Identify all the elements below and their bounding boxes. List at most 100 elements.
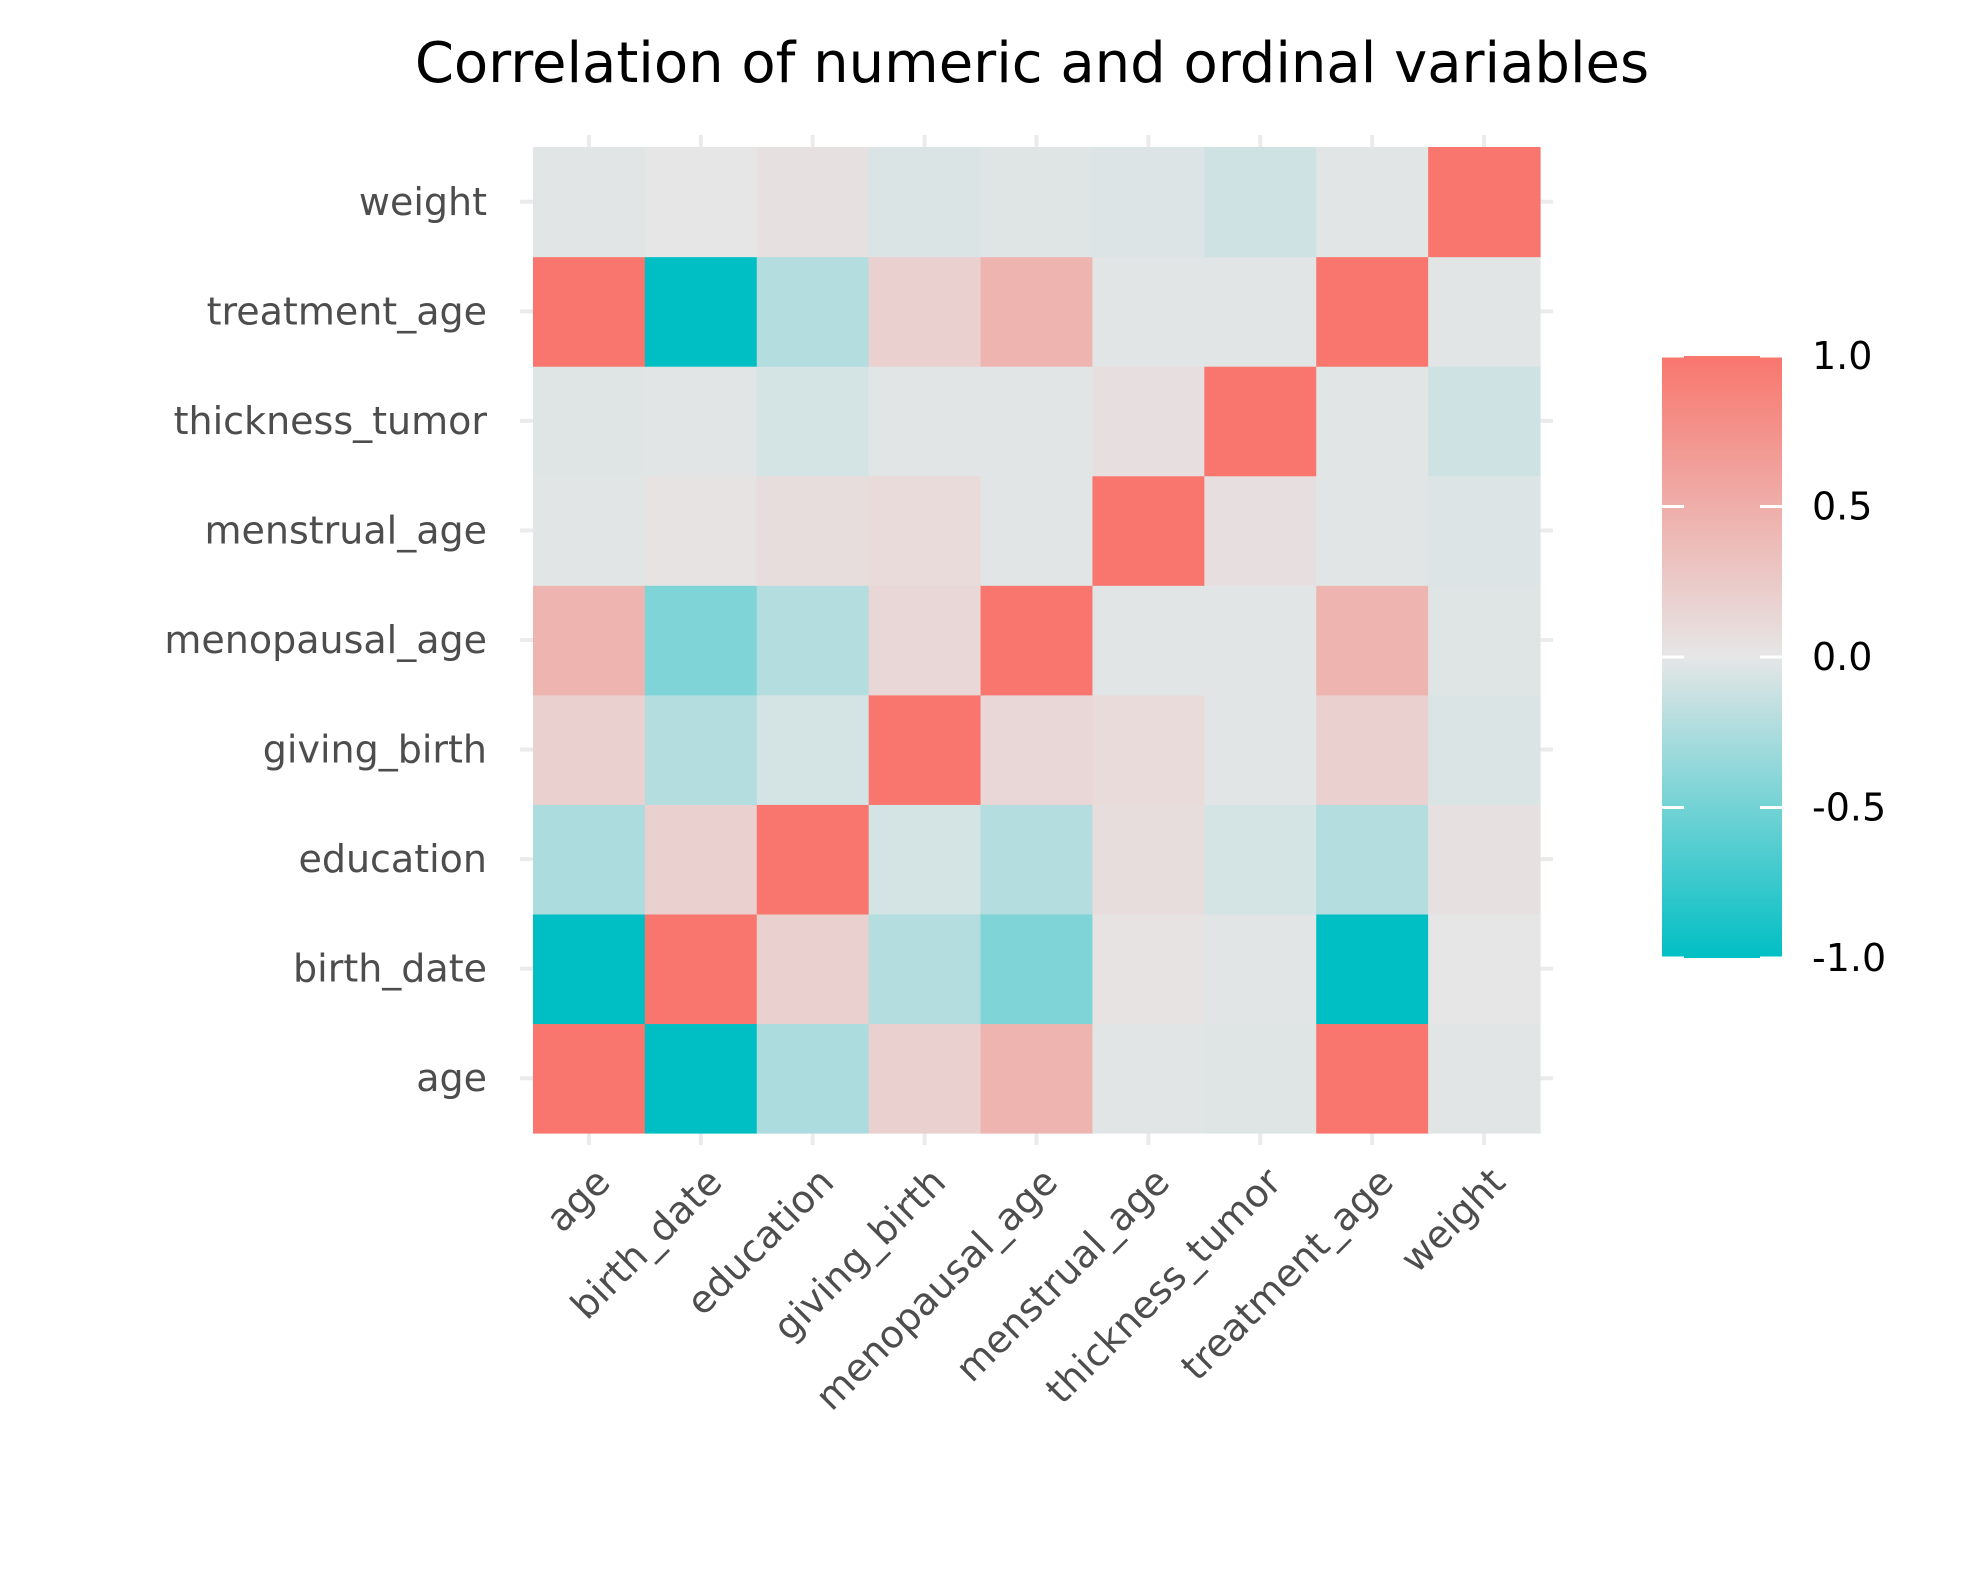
heatmap-cell-giving_birth-birth_date: [868, 913, 982, 1025]
heatmap-cell-age-menstrual_age: [533, 475, 646, 586]
heatmap-cell-menopausal_age-giving_birth: [980, 694, 1094, 805]
heatmap-cell-weight-birth_date: [1428, 913, 1541, 1025]
heatmap-cell-menstrual_age-treatment_age: [1092, 256, 1205, 367]
heatmap-cell-menstrual_age-menstrual_age: [1092, 475, 1205, 586]
heatmap-cell-education-giving_birth: [756, 694, 870, 805]
heatmap-cell-birth_date-age: [644, 1023, 758, 1134]
heatmap-cell-menopausal_age-age: [980, 1023, 1094, 1134]
heatmap-cell-thickness_tumor-weight: [1204, 147, 1317, 258]
heatmap-cell-thickness_tumor-treatment_age: [1204, 256, 1317, 367]
heatmap-cell-thickness_tumor-age: [1204, 1023, 1317, 1134]
x-tick-label-age: age: [537, 1159, 618, 1240]
heatmap-cell-thickness_tumor-education: [1204, 804, 1317, 915]
heatmap-cell-age-age: [533, 1023, 646, 1134]
heatmap-cell-weight-menstrual_age: [1428, 475, 1541, 586]
heatmap-cell-age-menopausal_age: [533, 585, 646, 696]
colorbar-label: 0.5: [1812, 485, 1872, 529]
heatmap-cell-giving_birth-menopausal_age: [868, 585, 982, 696]
heatmap-cell-education-treatment_age: [756, 256, 870, 367]
chart-title: Correlation of numeric and ordinal varia…: [415, 31, 1649, 96]
heatmap-cell-weight-weight: [1428, 147, 1541, 258]
heatmap-cell-giving_birth-age: [868, 1023, 982, 1134]
heatmap-cell-treatment_age-birth_date: [1316, 913, 1429, 1025]
heatmap-cell-weight-giving_birth: [1428, 694, 1541, 805]
heatmap-cell-menopausal_age-treatment_age: [980, 256, 1094, 367]
heatmap-cell-treatment_age-thickness_tumor: [1316, 366, 1429, 477]
heatmap-cell-giving_birth-giving_birth: [868, 694, 982, 805]
heatmap-cell-thickness_tumor-thickness_tumor: [1204, 366, 1317, 477]
heatmap-cell-birth_date-thickness_tumor: [644, 366, 758, 477]
y-tick-label-education: education: [298, 837, 487, 881]
heatmap-cell-age-birth_date: [533, 913, 646, 1025]
heatmap-cell-thickness_tumor-birth_date: [1204, 913, 1317, 1025]
heatmap-cell-giving_birth-weight: [868, 147, 982, 258]
heatmap-cell-age-education: [533, 804, 646, 915]
heatmap-cell-treatment_age-menopausal_age: [1316, 585, 1429, 696]
heatmap-cell-weight-education: [1428, 804, 1541, 915]
heatmap-cell-treatment_age-treatment_age: [1316, 256, 1429, 367]
y-tick-label-age: age: [416, 1056, 487, 1100]
heatmap-cell-education-menstrual_age: [756, 475, 870, 586]
colorbar-label: 0.0: [1812, 635, 1872, 679]
y-tick-label-weight: weight: [359, 180, 487, 224]
colorbar-label: -1.0: [1812, 936, 1886, 980]
heatmap-cell-giving_birth-menstrual_age: [868, 475, 982, 586]
heatmap-cell-weight-thickness_tumor: [1428, 366, 1541, 477]
heatmap-cells: [533, 147, 1541, 1134]
heatmap-cell-age-weight: [533, 147, 646, 258]
heatmap-cell-treatment_age-menstrual_age: [1316, 475, 1429, 586]
heatmap-cell-weight-age: [1428, 1023, 1541, 1134]
y-tick-label-giving_birth: giving_birth: [263, 728, 487, 772]
heatmap-cell-birth_date-weight: [644, 147, 758, 258]
heatmap-cell-education-thickness_tumor: [756, 366, 870, 477]
heatmap-cell-birth_date-birth_date: [644, 913, 758, 1025]
heatmap-cell-treatment_age-weight: [1316, 147, 1429, 258]
heatmap-cell-menopausal_age-birth_date: [980, 913, 1094, 1025]
heatmap-cell-menstrual_age-thickness_tumor: [1092, 366, 1205, 477]
heatmap-cell-menstrual_age-menopausal_age: [1092, 585, 1205, 696]
heatmap-cell-giving_birth-thickness_tumor: [868, 366, 982, 477]
y-tick-label-treatment_age: treatment_age: [207, 289, 487, 333]
y-axis-tick-labels: age birth_date education giving_birth menopa…: [164, 180, 487, 1100]
heatmap-cell-age-giving_birth: [533, 694, 646, 805]
heatmap-cell-treatment_age-giving_birth: [1316, 694, 1429, 805]
y-tick-label-thickness_tumor: thickness_tumor: [174, 399, 488, 443]
x-axis-tick-labels: agebirth_dateeducationgiving_birthmenopa…: [537, 1159, 1513, 1419]
heatmap-cell-giving_birth-treatment_age: [868, 256, 982, 367]
heatmap-cell-birth_date-education: [644, 804, 758, 915]
heatmap-cell-weight-treatment_age: [1428, 256, 1541, 367]
heatmap-cell-treatment_age-education: [1316, 804, 1429, 915]
heatmap-cell-education-weight: [756, 147, 870, 258]
heatmap-cell-weight-menopausal_age: [1428, 585, 1541, 696]
heatmap-cell-menstrual_age-age: [1092, 1023, 1205, 1134]
heatmap-cell-education-age: [756, 1023, 870, 1134]
heatmap-cell-education-education: [756, 804, 870, 915]
color-legend: 1.0 0.5 0.0 -0.5 -1.0: [1662, 334, 1886, 980]
heatmap-cell-age-treatment_age: [533, 256, 646, 367]
heatmap-cell-thickness_tumor-menstrual_age: [1204, 475, 1317, 586]
y-tick-label-menopausal_age: menopausal_age: [164, 618, 487, 662]
heatmap-cell-thickness_tumor-giving_birth: [1204, 694, 1317, 805]
heatmap-cell-menstrual_age-weight: [1092, 147, 1205, 258]
heatmap-cell-treatment_age-age: [1316, 1023, 1429, 1134]
y-tick-label-birth_date: birth_date: [293, 947, 487, 991]
heatmap-cell-education-menopausal_age: [756, 585, 870, 696]
heatmap-cell-education-birth_date: [756, 913, 870, 1025]
heatmap-cell-menopausal_age-menstrual_age: [980, 475, 1094, 586]
heatmap-cell-menopausal_age-thickness_tumor: [980, 366, 1094, 477]
colorbar-label: 1.0: [1812, 334, 1872, 378]
heatmap-cell-menstrual_age-education: [1092, 804, 1205, 915]
heatmap-cell-menopausal_age-education: [980, 804, 1094, 915]
heatmap-cell-birth_date-menstrual_age: [644, 475, 758, 586]
heatmap-cell-menopausal_age-weight: [980, 147, 1094, 258]
heatmap-cell-menopausal_age-menopausal_age: [980, 585, 1094, 696]
heatmap-cell-menstrual_age-giving_birth: [1092, 694, 1205, 805]
heatmap-cell-birth_date-giving_birth: [644, 694, 758, 805]
heatmap-cell-giving_birth-education: [868, 804, 982, 915]
heatmap-cell-menstrual_age-birth_date: [1092, 913, 1205, 1025]
heatmap-cell-thickness_tumor-menopausal_age: [1204, 585, 1317, 696]
y-tick-label-menstrual_age: menstrual_age: [204, 508, 487, 552]
x-tick-label-treatment_age: treatment_age: [1172, 1159, 1401, 1388]
x-tick-label-weight: weight: [1392, 1159, 1514, 1281]
